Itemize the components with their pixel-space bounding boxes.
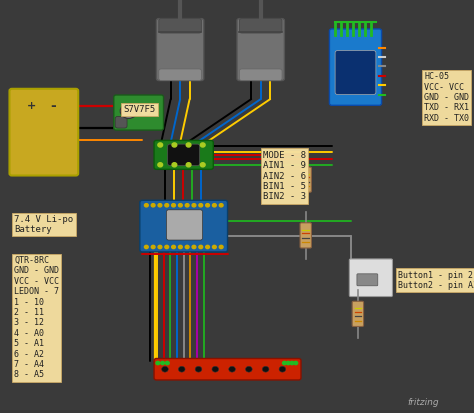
FancyBboxPatch shape: [140, 200, 228, 252]
Circle shape: [212, 245, 216, 249]
Circle shape: [199, 204, 203, 207]
Circle shape: [145, 204, 148, 207]
FancyBboxPatch shape: [335, 51, 376, 95]
Circle shape: [206, 245, 210, 249]
Circle shape: [186, 163, 191, 167]
Circle shape: [246, 366, 252, 372]
Circle shape: [158, 143, 163, 147]
FancyBboxPatch shape: [159, 69, 201, 81]
Text: MODE - 8
AIN1 - 9
AIN2 - 6
BIN1 - 5
BIN2 - 3: MODE - 8 AIN1 - 9 AIN2 - 6 BIN1 - 5 BIN2…: [263, 151, 306, 202]
Text: S7V7F5: S7V7F5: [124, 105, 156, 114]
FancyBboxPatch shape: [300, 167, 311, 192]
Text: QTR-8RC
GND - GND
VCC - VCC
LEDON - 7
1 - 10
2 - 11
3 - 12
4 - A0
5 - A1
6 - A2
: QTR-8RC GND - GND VCC - VCC LEDON - 7 1 …: [14, 256, 59, 380]
FancyBboxPatch shape: [300, 223, 311, 248]
Circle shape: [172, 204, 175, 207]
Circle shape: [192, 245, 196, 249]
Text: -: -: [51, 99, 56, 113]
Circle shape: [165, 204, 169, 207]
Circle shape: [195, 366, 202, 372]
Circle shape: [178, 204, 182, 207]
FancyBboxPatch shape: [349, 259, 392, 297]
Text: 7.4 V Li-po
Battery: 7.4 V Li-po Battery: [14, 215, 73, 234]
FancyBboxPatch shape: [237, 19, 284, 81]
Circle shape: [201, 143, 205, 147]
FancyBboxPatch shape: [168, 144, 200, 166]
Circle shape: [178, 245, 182, 249]
Circle shape: [120, 104, 137, 119]
FancyBboxPatch shape: [156, 19, 204, 81]
FancyBboxPatch shape: [159, 19, 201, 33]
Circle shape: [158, 204, 162, 207]
Circle shape: [283, 361, 286, 365]
FancyBboxPatch shape: [239, 69, 282, 81]
Circle shape: [192, 204, 196, 207]
FancyBboxPatch shape: [352, 301, 364, 326]
Circle shape: [212, 204, 216, 207]
Circle shape: [151, 204, 155, 207]
Circle shape: [212, 366, 219, 372]
Circle shape: [140, 106, 151, 116]
Circle shape: [178, 366, 185, 372]
FancyBboxPatch shape: [166, 210, 202, 240]
Text: +: +: [27, 101, 36, 111]
FancyBboxPatch shape: [114, 95, 164, 130]
Circle shape: [185, 245, 189, 249]
Circle shape: [219, 245, 223, 249]
FancyBboxPatch shape: [239, 19, 282, 33]
Text: fritzing: fritzing: [408, 398, 439, 407]
Circle shape: [172, 143, 177, 147]
Circle shape: [158, 245, 162, 249]
Circle shape: [156, 361, 160, 365]
Circle shape: [162, 366, 168, 372]
FancyBboxPatch shape: [154, 140, 213, 169]
Circle shape: [172, 245, 175, 249]
FancyBboxPatch shape: [9, 89, 78, 176]
FancyBboxPatch shape: [154, 358, 301, 380]
Circle shape: [262, 366, 269, 372]
Circle shape: [294, 361, 298, 365]
Circle shape: [219, 204, 223, 207]
Circle shape: [286, 361, 290, 365]
Circle shape: [161, 361, 164, 365]
FancyBboxPatch shape: [115, 116, 127, 128]
Circle shape: [185, 204, 189, 207]
FancyBboxPatch shape: [329, 29, 382, 105]
Circle shape: [290, 361, 294, 365]
Circle shape: [201, 163, 205, 167]
Text: HC-05
VCC- VCC
GND - GND
TXD - RX1
RXD - TX0: HC-05 VCC- VCC GND - GND TXD - RX1 RXD -…: [424, 72, 469, 123]
Circle shape: [229, 366, 236, 372]
Circle shape: [172, 163, 177, 167]
Text: Button1 - pin 2
Button2 - pin A3: Button1 - pin 2 Button2 - pin A3: [398, 271, 474, 290]
Circle shape: [199, 245, 203, 249]
Circle shape: [279, 366, 286, 372]
Circle shape: [145, 245, 148, 249]
Circle shape: [151, 245, 155, 249]
Circle shape: [158, 163, 163, 167]
Circle shape: [206, 204, 210, 207]
FancyBboxPatch shape: [357, 274, 378, 286]
Circle shape: [165, 245, 169, 249]
Circle shape: [186, 143, 191, 147]
Circle shape: [165, 361, 169, 365]
